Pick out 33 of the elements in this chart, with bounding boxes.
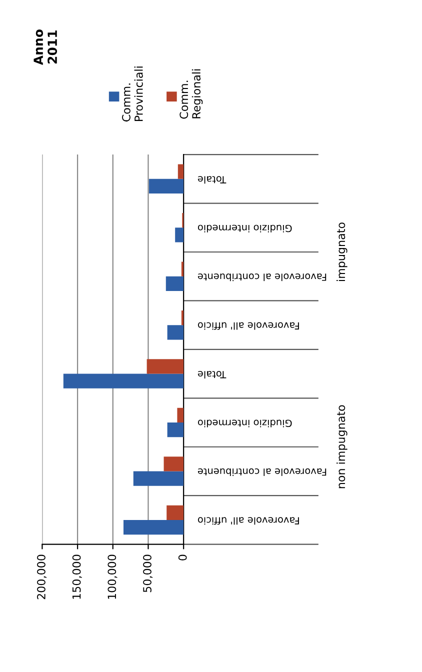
x-tick-label: 200,000	[37, 554, 47, 600]
text: non impugnato	[336, 405, 348, 488]
bar	[178, 164, 184, 179]
bar	[167, 325, 184, 340]
bar	[166, 276, 184, 291]
chart-title: Anno 2011	[34, 30, 58, 66]
y-tick-label: Favorevole all' ufficio	[198, 517, 299, 525]
bar	[63, 374, 184, 388]
legend-label: Comm. Provinciali	[122, 66, 143, 122]
bar	[123, 520, 184, 535]
text: impugnato	[336, 222, 348, 281]
bar	[148, 178, 184, 194]
x-tick-label: 0	[178, 554, 187, 560]
x-tick-label: 50,000	[143, 554, 153, 592]
y-tick-label: Favorevole al contribuente	[198, 468, 326, 476]
x-tick-label: 150,000	[72, 554, 82, 599]
bar	[164, 456, 184, 472]
y-tick-label: Giudizio intermedio	[198, 224, 292, 232]
legend-label: Comm. Regionali	[180, 69, 203, 119]
bar	[166, 505, 184, 520]
y-tick-label: Giudizio intermedio	[198, 420, 292, 428]
bar	[181, 310, 184, 326]
y-tick-label: Favorevole al contribuente	[198, 274, 326, 282]
bar	[133, 471, 184, 486]
y-tick-label: Favorevole all' ufficio	[198, 322, 299, 330]
y-tick-label: Totale	[198, 370, 226, 379]
x-tick-label: 100,000	[108, 554, 118, 599]
bar	[175, 228, 184, 242]
bar	[181, 262, 184, 276]
y-tick-label: Totale	[198, 176, 226, 184]
bar	[167, 422, 184, 438]
bar	[177, 408, 184, 423]
bar	[146, 359, 184, 374]
